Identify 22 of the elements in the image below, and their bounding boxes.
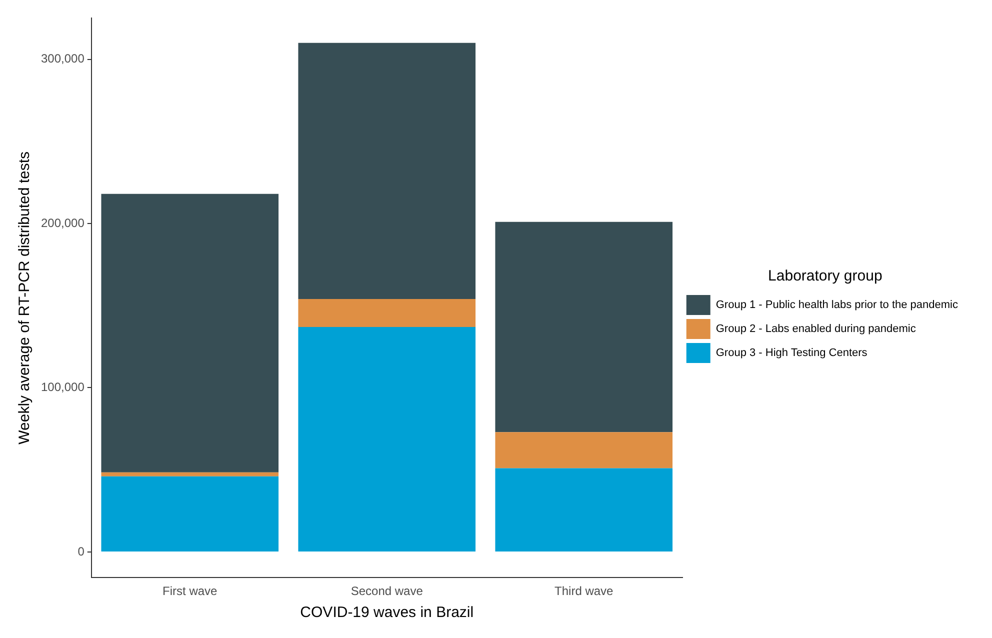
bar [298,42,476,300]
bar [101,194,279,472]
bar [495,468,673,552]
bar [298,326,476,552]
legend-label: Group 2 - Labs enabled during pandemic [716,323,916,336]
x-tick-label: Second wave [350,584,424,598]
bar [101,476,279,552]
x-tick-label: First wave [162,584,218,598]
bar [101,472,279,476]
x-axis-title: COVID-19 waves in Brazil [300,604,474,622]
bar [495,432,673,468]
y-tick-label: 0 [78,544,85,558]
x-tick-label: Third wave [554,584,614,598]
y-tick-label: 200,000 [40,216,85,230]
legend-label: Group 3 - High Testing Centers [716,347,868,360]
legend-title: Laboratory group [768,268,882,285]
y-tick-label: 300,000 [40,52,85,66]
bar [298,299,476,327]
bar [495,222,673,432]
legend-label: Group 1 - Public health labs prior to the pandemic [716,299,958,312]
y-axis-title: Weekly average of RT-PCR distributed tests [16,151,34,444]
y-tick-label: 100,000 [40,380,85,394]
